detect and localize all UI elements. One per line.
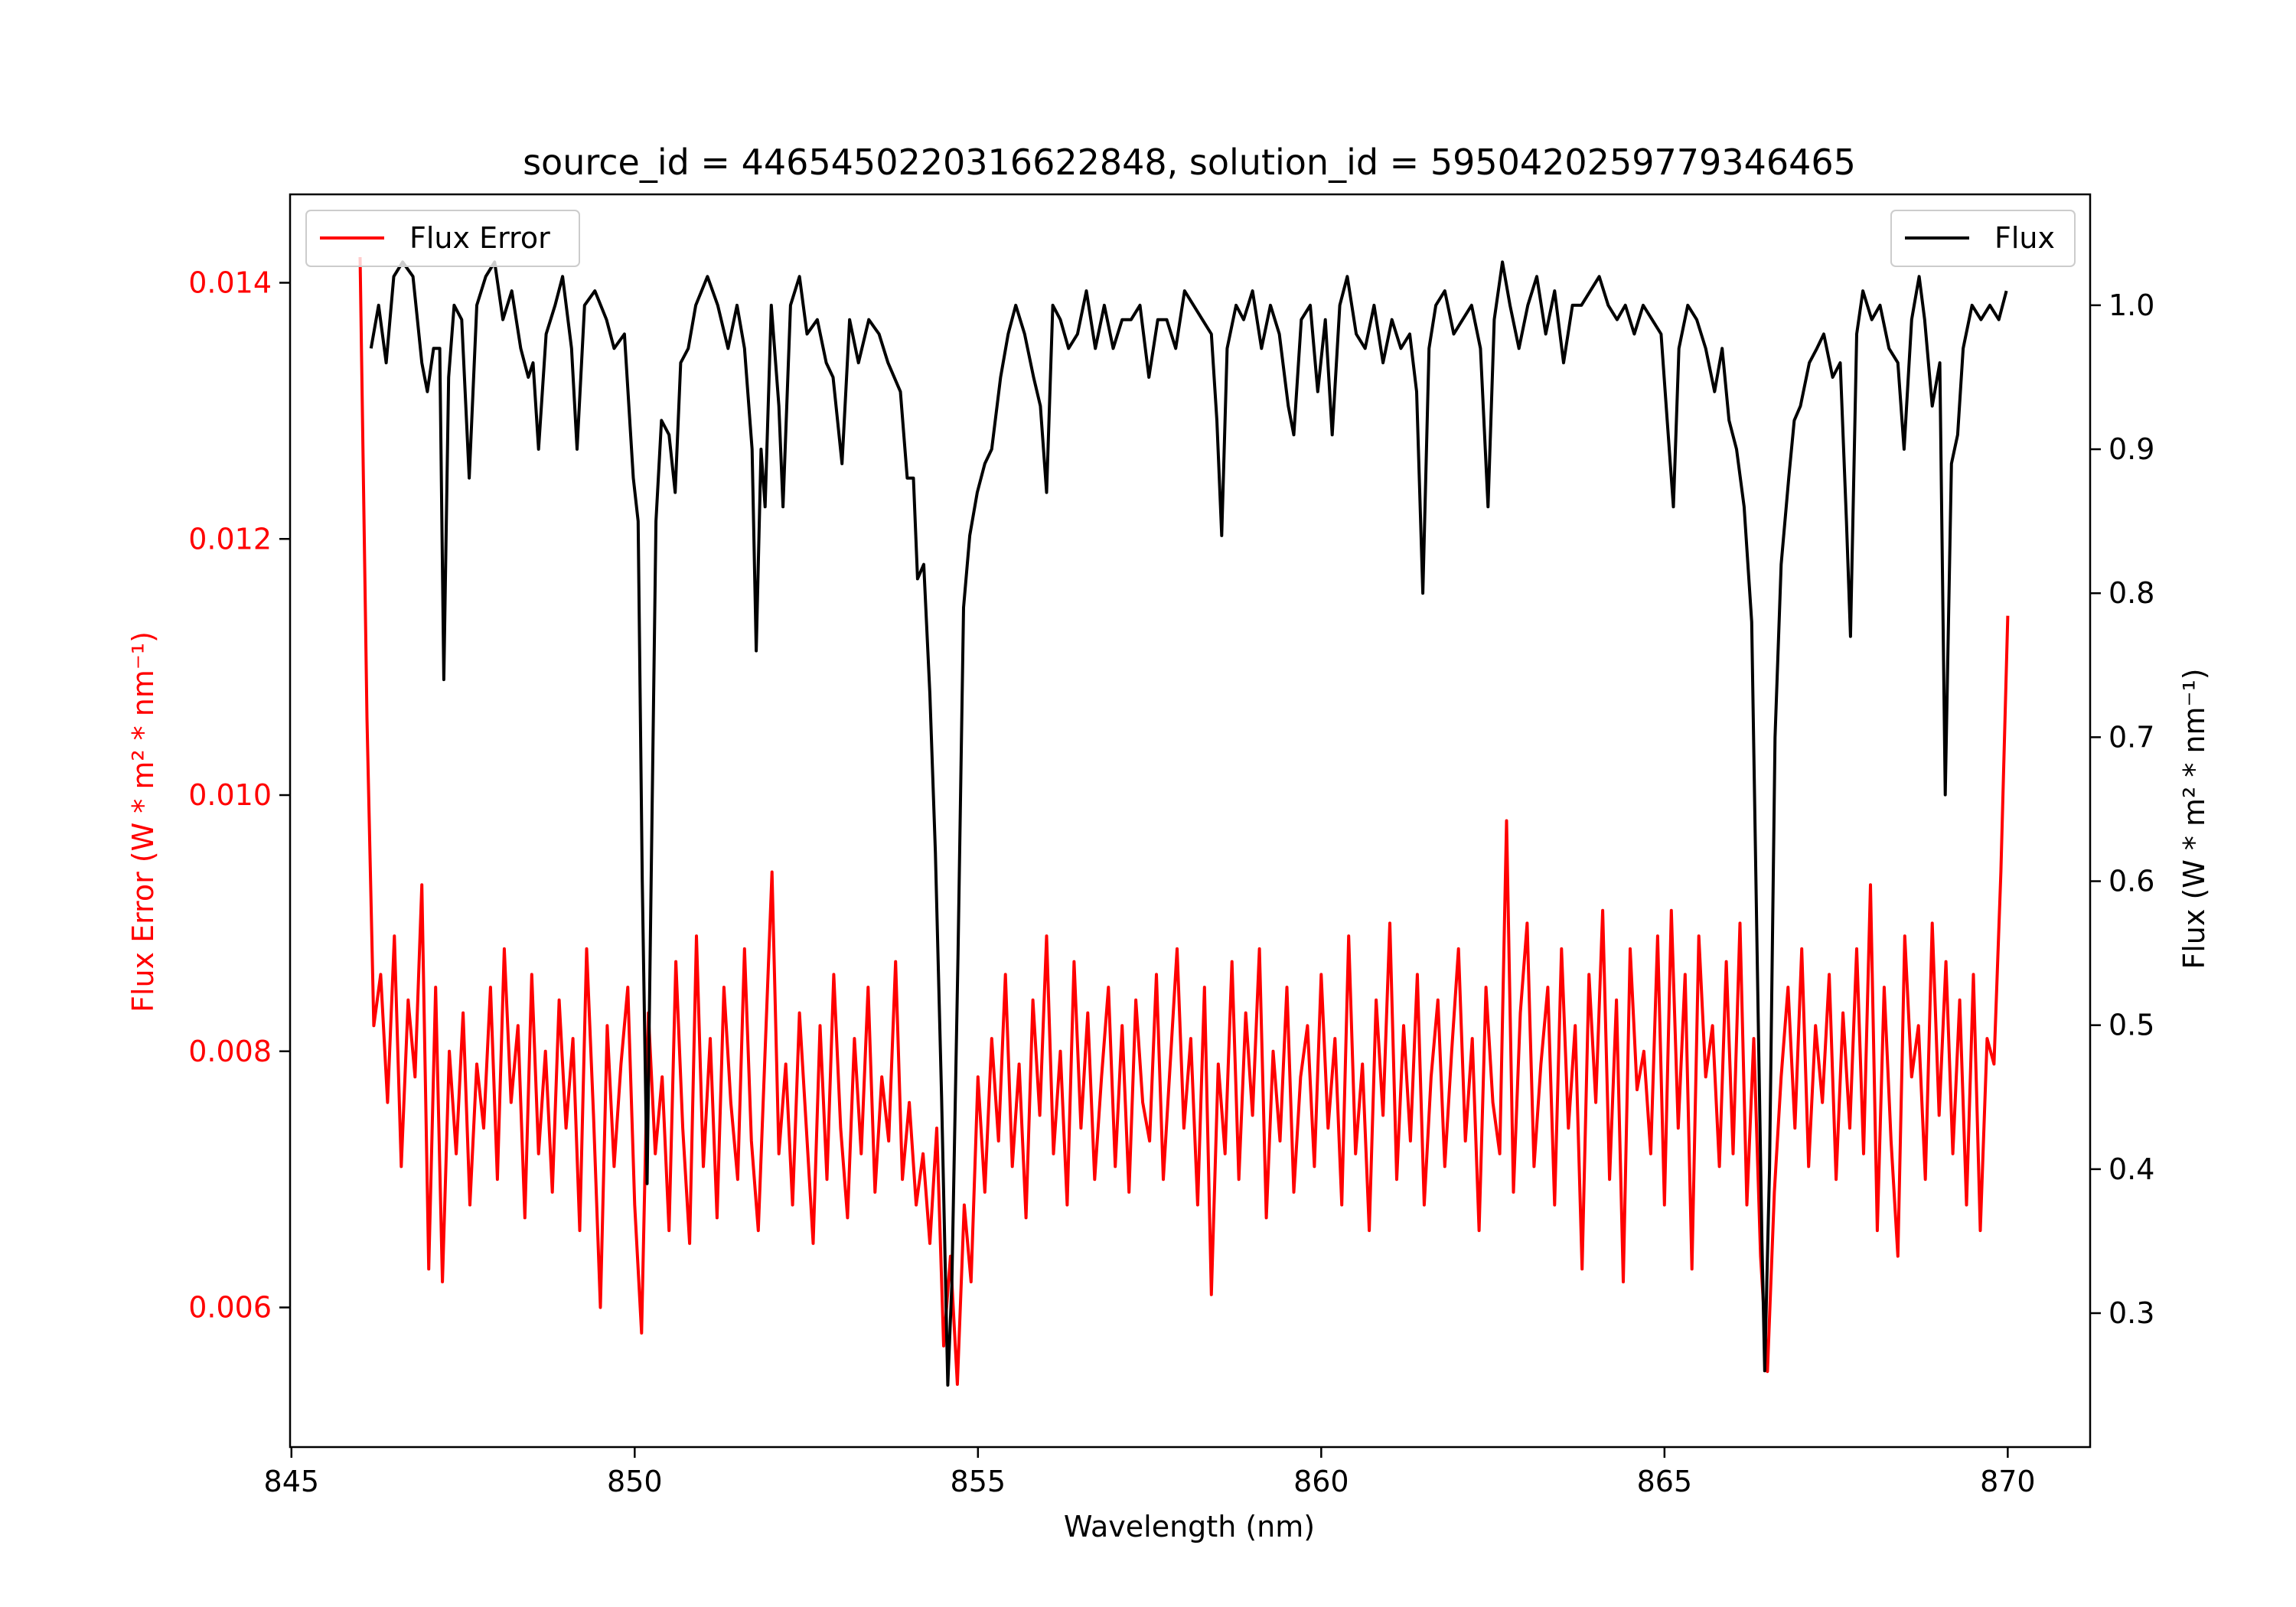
x-tick-label: 860 bbox=[1293, 1465, 1349, 1498]
legend-label-flux: Flux bbox=[1994, 221, 2055, 255]
x-axis-label: Wavelength (nm) bbox=[1064, 1510, 1315, 1543]
x-tick-label: 865 bbox=[1637, 1465, 1693, 1498]
y-right-tick-label: 0.9 bbox=[2108, 432, 2154, 466]
legend-flux-error: Flux Error bbox=[305, 210, 580, 267]
y-axis-left-label: Flux Error (W * m² * nm⁻¹) bbox=[126, 631, 160, 1012]
y-right-tick-label: 0.5 bbox=[2108, 1009, 2154, 1042]
y-right-tick-label: 0.8 bbox=[2108, 576, 2154, 610]
y-right-tick-label: 0.6 bbox=[2108, 865, 2154, 898]
legend-box bbox=[305, 210, 580, 267]
plot-area bbox=[358, 256, 2010, 1387]
x-tick-label: 850 bbox=[607, 1465, 663, 1498]
axis-ticks: 845 850 855 860 865 870 0.006 0.008 0.010 0.012 0.… bbox=[188, 266, 2154, 1498]
x-tick-label: 870 bbox=[1980, 1465, 2036, 1498]
legend-box bbox=[1890, 210, 2076, 267]
legend-flux: Flux bbox=[1890, 210, 2076, 267]
y-right-tick-label: 0.4 bbox=[2108, 1152, 2154, 1186]
axes-frame bbox=[289, 193, 2092, 1449]
y-left-tick-label: 0.012 bbox=[188, 522, 272, 556]
y-left-tick-label: 0.008 bbox=[188, 1035, 272, 1068]
y-left-tick-label: 0.006 bbox=[188, 1291, 272, 1325]
y-right-tick-label: 0.3 bbox=[2108, 1296, 2154, 1330]
y-left-tick-label: 0.014 bbox=[188, 266, 272, 299]
chart-title: source_id = 4465450220316622848, solutio… bbox=[523, 142, 1856, 183]
series-line-flux bbox=[369, 260, 2008, 1387]
x-tick-label: 855 bbox=[951, 1465, 1006, 1498]
y-right-tick-label: 0.7 bbox=[2108, 720, 2154, 754]
y-axis-right-label: Flux (W * m² * nm⁻¹) bbox=[2177, 668, 2211, 969]
legend-label-flux-error: Flux Error bbox=[409, 221, 550, 255]
y-left-tick-label: 0.010 bbox=[188, 778, 272, 812]
y-right-tick-label: 1.0 bbox=[2108, 288, 2154, 322]
series-line-flux-error bbox=[358, 256, 2010, 1386]
x-tick-label: 845 bbox=[264, 1465, 320, 1498]
